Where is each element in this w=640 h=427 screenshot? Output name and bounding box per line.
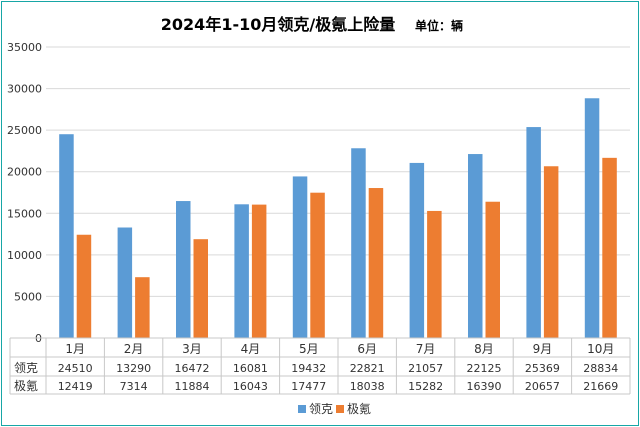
bar-zeekr (543, 166, 559, 338)
bar-zeekr (193, 239, 208, 338)
y-axis-ticks: 05000100001500020000250003000035000 (7, 41, 42, 345)
x-category-label: 2月 (124, 342, 144, 356)
y-tick-label: 15000 (7, 207, 42, 220)
legend: 领克 极氪 (298, 401, 371, 416)
bar-lynk (468, 154, 483, 338)
y-tick-label: 35000 (7, 41, 42, 54)
table-value: 11884 (175, 380, 210, 393)
bar-lynk (351, 148, 366, 338)
table-value: 16081 (233, 362, 268, 375)
unit-label: 单位：辆 (415, 18, 463, 33)
table-value: 21057 (408, 362, 443, 375)
chart-title: 2024年1-10月领克/极氪上险量 (161, 15, 395, 34)
bar-zeekr (485, 201, 500, 338)
legend-swatch (298, 405, 306, 413)
bar-lynk (176, 201, 191, 338)
bars (59, 98, 617, 338)
bar-zeekr (310, 192, 325, 338)
x-category-label: 8月 (474, 342, 494, 356)
bar-lynk (234, 204, 249, 338)
table-series-label: 领克 (14, 361, 38, 375)
bar-zeekr (135, 277, 150, 338)
table-value: 28834 (583, 362, 618, 375)
x-category-label: 7月 (416, 342, 436, 356)
table-series-label: 极氪 (14, 378, 38, 393)
y-tick-label: 25000 (7, 124, 42, 137)
table-value: 24510 (58, 362, 93, 375)
bar-lynk (526, 127, 541, 338)
bar-zeekr (368, 188, 384, 338)
x-category-label: 4月 (241, 342, 261, 356)
bar-zeekr (76, 234, 92, 338)
legend-label: 极氪 (347, 401, 371, 416)
bar-lynk (584, 98, 600, 338)
bar-zeekr (427, 210, 442, 338)
bar-lynk (292, 176, 308, 338)
table-value: 21669 (583, 380, 618, 393)
table-value: 22821 (350, 362, 385, 375)
y-tick-label: 20000 (7, 166, 42, 179)
gridlines (46, 46, 630, 339)
table-value: 19432 (291, 362, 326, 375)
x-category-label: 1月 (65, 342, 85, 356)
bar-lynk (117, 227, 133, 338)
table-value: 12419 (58, 380, 93, 393)
table-value: 16472 (175, 362, 210, 375)
legend-swatch (336, 405, 344, 413)
bar-zeekr (602, 157, 617, 338)
x-category-label: 6月 (357, 342, 377, 356)
data-table: 1月 2月 3月 4月 5月 6月 7月 8月 9月 10月领克 24510 13290 16472 16… (9, 337, 631, 395)
table-value: 13290 (116, 362, 151, 375)
table-value: 16043 (233, 380, 268, 393)
table-value: 16390 (467, 380, 502, 393)
x-category-label: 3月 (182, 342, 202, 356)
table-value: 25369 (525, 362, 560, 375)
bar-lynk (409, 162, 425, 338)
x-category-label: 10月 (587, 342, 614, 356)
legend-label: 领克 (309, 402, 333, 416)
bar-lynk (59, 134, 74, 338)
x-category-label: 5月 (299, 342, 319, 356)
table-value: 18038 (350, 380, 385, 393)
table-value: 15282 (408, 380, 443, 393)
y-tick-label: 5000 (14, 290, 42, 303)
table-value: 20657 (525, 380, 560, 393)
table-value: 17477 (291, 380, 326, 393)
bar-zeekr (251, 204, 267, 338)
y-tick-label: 10000 (7, 249, 42, 262)
y-tick-label: 30000 (7, 83, 42, 96)
table-value: 7314 (120, 380, 148, 393)
table-value: 22125 (467, 362, 502, 375)
x-category-label: 9月 (533, 342, 553, 356)
